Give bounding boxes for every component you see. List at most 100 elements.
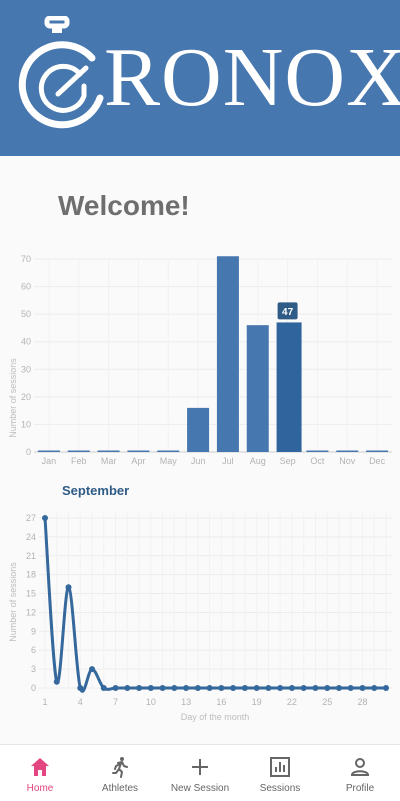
data-point-day-6[interactable] xyxy=(100,685,107,691)
data-point-day-26[interactable] xyxy=(335,685,342,691)
tab-label: Athletes xyxy=(101,783,139,794)
data-point-day-25[interactable] xyxy=(324,685,331,691)
x-tick-label: 25 xyxy=(322,697,332,707)
data-point-day-1[interactable] xyxy=(42,515,48,521)
data-point-day-23[interactable] xyxy=(300,685,307,691)
bar-jul[interactable] xyxy=(216,256,239,452)
bar-aug[interactable] xyxy=(246,325,269,452)
x-tick-label: Dec xyxy=(369,456,386,466)
data-point-day-3[interactable] xyxy=(65,584,72,591)
x-tick-label: Jul xyxy=(222,456,234,466)
y-tick-label: 70 xyxy=(21,254,31,264)
x-tick-label: 28 xyxy=(357,697,367,707)
data-point-day-21[interactable] xyxy=(277,685,284,691)
data-point-day-5[interactable] xyxy=(89,666,96,673)
x-tick-label: Jun xyxy=(191,456,206,466)
y-tick-label: 20 xyxy=(21,392,31,402)
data-point-day-4[interactable] xyxy=(77,685,84,691)
y-tick-label: 30 xyxy=(21,364,31,374)
welcome-title: Welcome! xyxy=(58,190,190,221)
data-point-day-18[interactable] xyxy=(241,685,248,691)
x-tick-label: Feb xyxy=(71,456,87,466)
x-tick-label: 10 xyxy=(146,697,156,707)
tab-new-session[interactable]: New Session xyxy=(160,745,240,801)
y-tick-label: 18 xyxy=(26,570,36,580)
data-point-day-19[interactable] xyxy=(253,685,260,691)
bar-dec[interactable] xyxy=(366,450,389,453)
bar-jan[interactable] xyxy=(37,450,60,453)
bar-feb[interactable] xyxy=(67,450,90,453)
x-tick-label: 13 xyxy=(181,697,191,707)
x-tick-label: 16 xyxy=(216,697,226,707)
y-tick-label: 10 xyxy=(21,419,31,429)
x-tick-label: Oct xyxy=(310,456,325,466)
logo-text: RONOX xyxy=(104,31,400,124)
y-tick-label: 0 xyxy=(31,683,36,693)
tab-label: Profile xyxy=(345,783,375,794)
data-point-day-20[interactable] xyxy=(265,685,272,691)
x-tick-label: 1 xyxy=(42,697,47,707)
data-point-day-9[interactable] xyxy=(136,685,143,691)
y-tick-label: 9 xyxy=(31,626,36,636)
y-tick-label: 3 xyxy=(31,664,36,674)
bar-oct[interactable] xyxy=(306,450,329,453)
runner-icon xyxy=(112,757,128,778)
x-tick-label: May xyxy=(160,456,178,466)
tab-profile[interactable]: Profile xyxy=(320,745,400,801)
plus-icon xyxy=(192,759,208,775)
stopwatch-icon xyxy=(18,16,104,129)
bar-jun[interactable] xyxy=(187,407,210,452)
y-tick-label: 21 xyxy=(26,551,36,561)
x-tick-label: Nov xyxy=(339,456,356,466)
daily-sessions-chart: Number of sessions Day of the month 0 3 6 9… xyxy=(8,512,392,722)
tab-label: New Session xyxy=(170,783,230,794)
x-tick-label: Aug xyxy=(250,456,266,466)
bar-may[interactable] xyxy=(157,450,180,453)
data-point-day-13[interactable] xyxy=(183,685,190,691)
data-point-day-17[interactable] xyxy=(230,685,237,691)
data-point-day-12[interactable] xyxy=(171,685,178,691)
x-tick-label: 7 xyxy=(113,697,118,707)
x-tick-label: Mar xyxy=(101,456,117,466)
bar-mar[interactable] xyxy=(97,450,120,453)
monthly-sessions-chart: Number of sessions 0 10 20 30 40 50 60 70 Jan Fe… xyxy=(8,254,392,466)
data-label-box xyxy=(277,302,298,320)
tab-label: Home xyxy=(26,783,54,794)
bar-chart-icon xyxy=(270,757,290,777)
tab-athletes[interactable]: Athletes xyxy=(80,745,160,801)
y-tick-label: 50 xyxy=(21,309,31,319)
bar-sep[interactable] xyxy=(276,322,302,452)
x-tick-label: Jan xyxy=(42,456,57,466)
bar-nov[interactable] xyxy=(336,450,359,453)
data-point-day-22[interactable] xyxy=(288,685,295,691)
tab-label: Sessions xyxy=(259,783,301,794)
x-tick-label: Sep xyxy=(280,456,296,466)
data-point-day-16[interactable] xyxy=(218,685,225,691)
data-point-day-27[interactable] xyxy=(347,685,354,691)
bar-apr[interactable] xyxy=(127,450,150,453)
data-point-day-7[interactable] xyxy=(112,685,119,691)
x-tick-label: 22 xyxy=(287,697,297,707)
person-icon xyxy=(350,758,370,776)
data-point-day-24[interactable] xyxy=(312,685,319,691)
y-tick-label: 12 xyxy=(26,607,36,617)
app-header: RONOX xyxy=(0,0,400,156)
daily-x-axis-title: Day of the month xyxy=(181,712,250,722)
data-point-day-29[interactable] xyxy=(371,685,378,691)
data-point-day-14[interactable] xyxy=(194,685,201,691)
home-icon xyxy=(31,758,49,776)
daily-y-axis-title: Number of sessions xyxy=(8,562,18,642)
x-tick-label: Apr xyxy=(131,456,145,466)
data-point-day-8[interactable] xyxy=(124,685,131,691)
data-point-day-15[interactable] xyxy=(206,685,213,691)
data-point-day-2[interactable] xyxy=(53,678,60,685)
data-point-day-10[interactable] xyxy=(147,685,154,691)
data-point-day-28[interactable] xyxy=(359,685,366,691)
y-tick-label: 6 xyxy=(31,645,36,655)
data-point-day-11[interactable] xyxy=(159,685,166,691)
tab-sessions[interactable]: Sessions xyxy=(240,745,320,801)
data-point-day-30[interactable] xyxy=(383,685,389,691)
y-tick-label: 27 xyxy=(26,513,36,523)
tab-home[interactable]: Home xyxy=(0,745,80,801)
y-tick-label: 40 xyxy=(21,337,31,347)
